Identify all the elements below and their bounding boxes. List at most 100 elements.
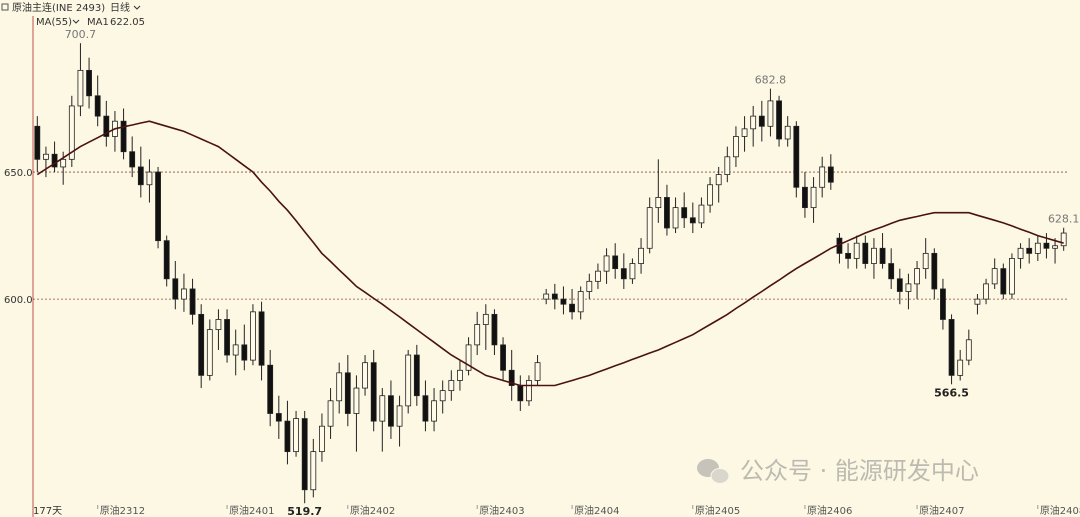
candle-body [698, 204, 705, 224]
x-tick-label: 原油2403 [479, 504, 524, 517]
value-label: 519.7 [287, 505, 322, 517]
candle-body [672, 207, 679, 229]
candle-body [189, 288, 196, 315]
wechat-icon [710, 468, 730, 484]
candle-body [232, 344, 239, 356]
candle-body [250, 311, 256, 361]
candle-body [586, 280, 593, 292]
candle-body [888, 263, 895, 280]
watermark: 公众号 · 能源研发中心 [697, 457, 979, 485]
candle-body [577, 291, 584, 313]
candle-body [957, 359, 964, 376]
x-tick-label: 原油2404 [574, 504, 619, 517]
candle-body [267, 364, 274, 414]
candle-body [327, 400, 334, 427]
candle-body [319, 425, 325, 453]
candle-body [595, 270, 601, 282]
menu-icon[interactable] [1, 3, 9, 11]
candle-body [370, 362, 377, 422]
candle-body [1043, 242, 1050, 249]
x-tick-label: 原油2406 [807, 504, 852, 517]
candle-body [638, 247, 644, 264]
candle-body [681, 207, 688, 219]
candle-body [948, 319, 955, 376]
candle-body [146, 171, 153, 186]
candle-body [1000, 268, 1007, 295]
candle-body [646, 207, 653, 249]
candle-body [862, 242, 869, 264]
candle-body [526, 380, 532, 402]
candle-body [543, 293, 550, 300]
value-label: 682.8 [755, 74, 787, 87]
candle-body [137, 166, 144, 186]
candle-body [482, 313, 489, 325]
y-tick-label: 600.0 [4, 295, 33, 306]
candle-body [620, 268, 627, 280]
candle-body [405, 354, 412, 407]
candle-body [155, 171, 161, 242]
candle-body [879, 247, 886, 264]
day-count: 177天 [33, 506, 62, 517]
candle-body [206, 329, 213, 376]
indicator[interactable]: MA(55) [36, 17, 72, 28]
y-tick-label: 650.0 [4, 168, 33, 179]
candle-body [845, 252, 851, 259]
candle-body [422, 395, 429, 422]
x-tick-label: 原油2405 [695, 504, 740, 517]
candle-body [396, 405, 403, 427]
candle-body [1052, 245, 1058, 249]
contract-name[interactable]: 原油主连(INE 2493) [12, 1, 105, 14]
candle-body [413, 354, 420, 397]
candle-body [534, 362, 541, 381]
candle-body [629, 263, 636, 280]
candle-body [733, 136, 739, 158]
candle-body [655, 197, 662, 209]
candle-body [120, 120, 127, 153]
candle-body [310, 451, 317, 491]
candle-body [612, 255, 619, 270]
header-bar [0, 0, 1080, 16]
candle-body [474, 324, 481, 346]
candle-body [560, 298, 567, 305]
candle-body [431, 400, 437, 422]
candle-body [974, 298, 981, 305]
candle-body [172, 278, 179, 300]
candle-body [215, 319, 222, 331]
value-label: 628.1 [1048, 213, 1080, 226]
x-tick-label: 原油2402 [350, 504, 395, 517]
candle-body [965, 339, 972, 361]
candle-body [60, 158, 67, 168]
candle-body [275, 413, 282, 422]
candle-body [301, 418, 308, 491]
candle-body [353, 387, 360, 414]
candle-body [508, 369, 515, 386]
candle-body [1026, 247, 1033, 254]
candle-body [741, 128, 748, 137]
dropdown-arrow [133, 5, 141, 10]
candle-body [224, 319, 230, 356]
candle-body [750, 115, 757, 130]
candle-body [1034, 242, 1041, 254]
candle-body [983, 283, 989, 300]
candle-body [68, 105, 75, 160]
candle-body [664, 197, 670, 229]
candle-body [551, 293, 558, 300]
candle-body [1009, 258, 1015, 295]
candle-body [715, 174, 722, 186]
candle-body [362, 362, 368, 389]
ma-legend-name: MA1 [87, 17, 109, 28]
watermark-text: 公众号 · 能源研发中心 [740, 457, 979, 485]
value-label: 566.5 [934, 386, 969, 399]
candle-body [103, 115, 110, 137]
candle-body [767, 100, 774, 127]
candle-body [344, 372, 351, 414]
candle-body [896, 278, 903, 292]
period[interactable]: 日线 [110, 1, 130, 14]
candle-body [724, 156, 731, 175]
candle-body [871, 247, 877, 264]
candle-body [784, 125, 791, 140]
candle-body [689, 217, 696, 224]
x-tick-label: 原油2401 [229, 504, 274, 517]
candle-body [853, 242, 860, 259]
candle-body [491, 313, 498, 346]
